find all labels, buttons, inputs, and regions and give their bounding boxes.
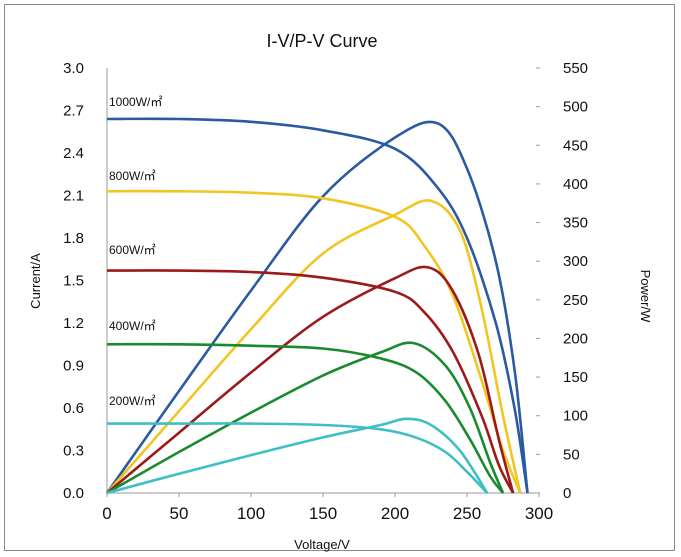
curve-label-0: 1000W/㎡ [109,95,162,109]
y-tick-label: 0.0 [63,485,84,502]
pv-curve-1 [106,199,522,494]
y-tick-label: 1.8 [63,230,84,247]
y-axis-title: Current/A [28,253,43,309]
y-tick-label: 0.6 [63,400,84,417]
y2-axis-title: Power/W [638,270,653,323]
y2-tick-label: 50 [563,446,580,463]
y-tick-label: 0.3 [63,443,84,460]
pv-curve-3 [106,341,505,495]
curve-label-1: 800W/㎡ [109,169,156,183]
y-tick-label: 1.5 [63,273,84,290]
y2-tick-label: 450 [563,137,588,154]
y-tick-label: 2.4 [63,145,84,162]
y-tick-label: 2.1 [63,188,84,205]
y2-tick-label: 150 [563,369,588,386]
x-tick-label: 50 [170,504,189,523]
pv-curve-4 [106,417,489,495]
curve-label-3: 400W/㎡ [109,319,156,333]
y2-tick-label: 550 [563,60,588,77]
curve-label-4: 200W/㎡ [109,394,156,408]
x-axis-title: Voltage/V [294,537,350,552]
x-tick-label: 250 [453,504,481,523]
y2-tick-label: 100 [563,408,588,425]
y-tick-label: 1.2 [63,315,84,332]
chart-frame [4,4,675,551]
iv-curve-3 [106,342,505,494]
y2-tick-label: 200 [563,330,588,347]
y2-tick-label: 500 [563,99,588,116]
chart-title: I-V/P-V Curve [266,31,377,51]
y2-tick-label: 400 [563,176,588,193]
curve-label-2: 600W/㎡ [109,243,156,257]
y-tick-label: 3.0 [63,60,84,77]
iv-curve-2 [106,269,515,494]
x-tick-label: 100 [237,504,265,523]
x-tick-label: 300 [525,504,553,523]
pv-curve-0 [105,120,529,494]
x-tick-label: 150 [309,504,337,523]
iv-curve-0 [106,117,529,494]
y-tick-label: 2.7 [63,103,84,120]
x-tick-label: 200 [381,504,409,523]
y2-tick-label: 350 [563,215,588,232]
pv-curve-2 [106,265,515,494]
iv-curve-4 [106,422,489,494]
y2-tick-label: 300 [563,253,588,270]
y-tick-label: 0.9 [63,358,84,375]
x-tick-label: 0 [102,504,111,523]
y2-tick-label: 250 [563,292,588,309]
y2-tick-label: 0 [563,485,571,502]
